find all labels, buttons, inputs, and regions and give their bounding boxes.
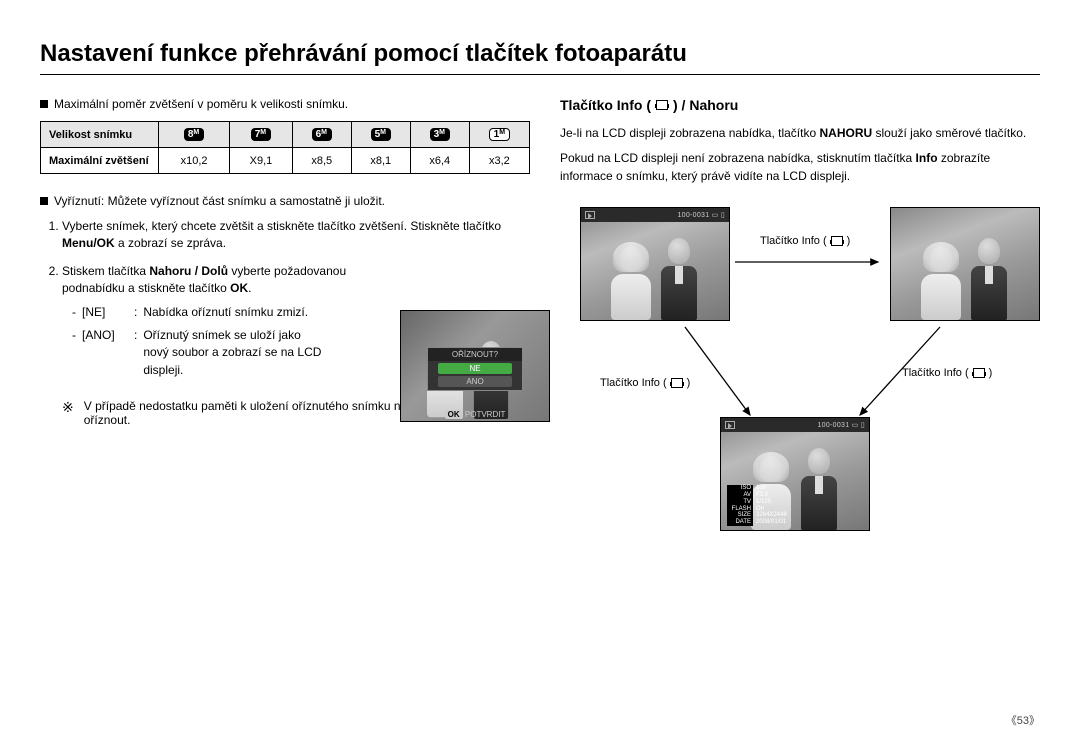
th-size: Velikost snímku <box>41 122 159 148</box>
crop-example-screen: OŘÍZNOUT? NE ANO OK POTVRDIT <box>400 310 550 422</box>
zoom-table: Velikost snímku 8M 7M 6M 5M 3M 1M Maximá… <box>40 121 530 174</box>
max-ratio-intro: Maximální poměr zvětšení v poměru k veli… <box>40 97 530 111</box>
page-number: 《53》 <box>1006 712 1040 728</box>
arrow-label-3: Tlačítko Info () <box>902 367 992 379</box>
screen-none <box>890 207 1040 321</box>
info-p2: Pokud na LCD displeji není zobrazena nab… <box>560 150 1040 185</box>
crop-dialog: OŘÍZNOUT? NE ANO <box>427 347 523 391</box>
td-maxzoom: Maximální zvětšení <box>41 148 159 174</box>
arrow-label-2: Tlačítko Info () <box>600 377 690 389</box>
screen-full-info: 100-0031 ▭ ▯ ISO100 AVF3.0 TV1/125 FLASH… <box>720 417 870 531</box>
info-diagram: 100-0031 ▭ ▯ 100-0031 ▭ ▯ <box>560 197 1040 567</box>
crop-intro: Vyříznutí: Můžete vyříznout část snímku … <box>40 194 530 208</box>
page-title: Nastavení funkce přehrávání pomocí tlačí… <box>40 40 1040 75</box>
info-icon <box>656 100 668 110</box>
section-heading: Tlačítko Info () / Nahoru <box>560 97 1040 113</box>
info-p1: Je-li na LCD displeji zobrazena nabídka,… <box>560 125 1040 142</box>
arrow-label-1: Tlačítko Info () <box>760 235 850 247</box>
screen-basic: 100-0031 ▭ ▯ <box>580 207 730 321</box>
exif-info: ISO100 AVF3.0 TV1/125 FLASHOn SIZE3264X2… <box>727 485 787 526</box>
